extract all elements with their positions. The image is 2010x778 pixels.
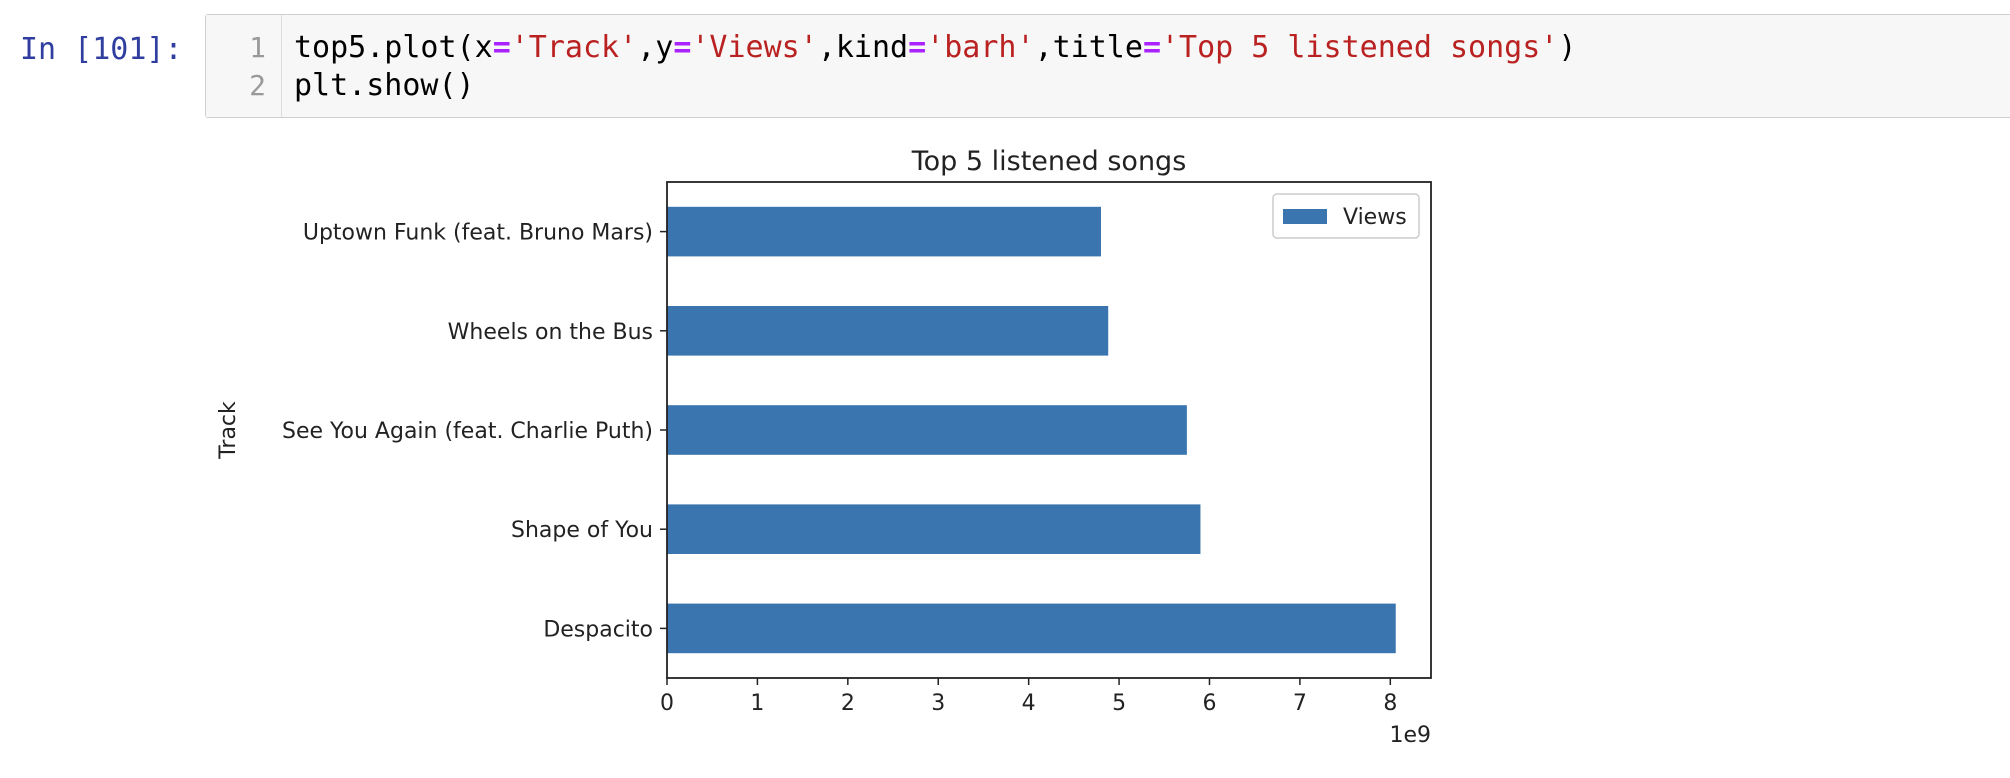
code-token: ,kind xyxy=(817,30,909,65)
x-tick-label: 8 xyxy=(1383,691,1397,716)
code-token: 'barh' xyxy=(926,30,1035,65)
line-number: 1 xyxy=(249,31,266,64)
x-tick-label: 3 xyxy=(931,691,945,716)
legend-box xyxy=(1272,193,1420,239)
line-number-gutter: 1 2 xyxy=(206,15,282,117)
code-line[interactable]: plt.show() xyxy=(294,67,475,105)
code-line[interactable]: top5.plot(x='Track',y='Views',kind='barh… xyxy=(294,29,1576,67)
bar xyxy=(667,405,1187,455)
x-tick-label: 4 xyxy=(1022,691,1036,716)
cell-prompt: In [101]: xyxy=(20,32,183,67)
x-offset-label: 1e9 xyxy=(1389,723,1431,748)
code-token: = xyxy=(492,30,511,65)
bar xyxy=(667,504,1201,554)
code-token: ) xyxy=(1558,30,1577,65)
code-token: 'Views' xyxy=(691,30,818,65)
y-axis-label: Track xyxy=(216,401,241,460)
code-token: 'Top 5 listened songs' xyxy=(1161,30,1559,65)
axes-frame xyxy=(666,181,1432,679)
bar-chart: Top 5 listened songs Despacito Shape of Yo… xyxy=(216,146,1432,748)
x-tick-label: 1 xyxy=(750,691,764,716)
code-token: ,title xyxy=(1034,30,1143,65)
y-tick-label: Wheels on the Bus xyxy=(448,320,653,345)
x-tick-label: 5 xyxy=(1112,691,1126,716)
code-token: = xyxy=(908,30,927,65)
code-token: plt.show() xyxy=(294,68,475,103)
legend-label: Views xyxy=(1343,205,1407,230)
bar xyxy=(667,603,1396,654)
y-tick-label: Shape of You xyxy=(511,518,653,543)
y-tick-label: Uptown Funk (feat. Bruno Mars) xyxy=(303,221,653,246)
y-tick-label: See You Again (feat. Charlie Puth) xyxy=(282,419,653,444)
legend-swatch xyxy=(1283,209,1327,224)
code-token: 'Track' xyxy=(510,30,638,65)
bar xyxy=(667,306,1109,356)
x-tick-label: 2 xyxy=(841,691,855,716)
x-tick-label: 0 xyxy=(660,691,674,716)
code-token: = xyxy=(1142,30,1161,65)
code-cell-input[interactable]: 1 2 top5.plot(x='Track',y='Views',kind='… xyxy=(205,14,2010,118)
code-token: top5.plot(x xyxy=(294,30,493,65)
x-tick-label: 7 xyxy=(1293,691,1307,716)
bar xyxy=(667,206,1101,257)
x-tick-label: 6 xyxy=(1202,691,1216,716)
chart-title: Top 5 listened songs xyxy=(911,146,1187,177)
code-token: ,y xyxy=(637,30,674,65)
cell-output: Top 5 listened songs Despacito Shape of Yo… xyxy=(205,130,1805,770)
y-tick-label: Despacito xyxy=(543,617,653,642)
line-number: 2 xyxy=(249,69,266,102)
code-token: = xyxy=(673,30,692,65)
